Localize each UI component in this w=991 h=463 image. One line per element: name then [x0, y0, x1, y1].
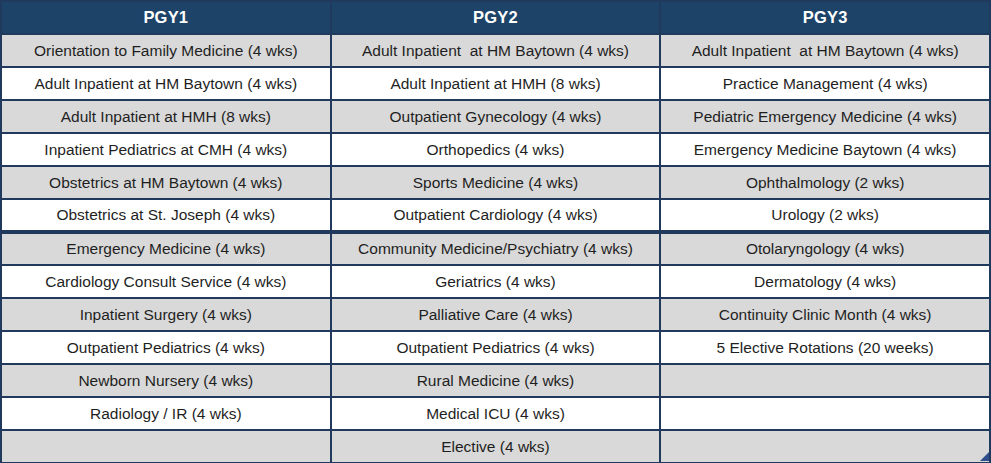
table-row: Obstetrics at St. Joseph (4 wks)Outpatie…: [1, 199, 990, 232]
table-row: Elective (4 wks): [1, 430, 990, 463]
table-cell: [1, 430, 331, 463]
table-cell: Orthopedics (4 wks): [331, 133, 661, 166]
table-cell: Cardiology Consult Service (4 wks): [1, 265, 331, 298]
table-row: Inpatient Pediatrics at CMH (4 wks)Ortho…: [1, 133, 990, 166]
header-cell-pgy2: PGY2: [331, 1, 661, 34]
table-row: Orientation to Family Medicine (4 wks)Ad…: [1, 34, 990, 67]
table-cell: Obstetrics at St. Joseph (4 wks): [1, 199, 331, 232]
table-cell: Practice Management (4 wks): [660, 67, 990, 100]
table-row: Cardiology Consult Service (4 wks)Geriat…: [1, 265, 990, 298]
table-cell: Radiology / IR (4 wks): [1, 397, 331, 430]
table-cell: Obstetrics at HM Baytown (4 wks): [1, 166, 331, 199]
table-cell: [660, 364, 990, 397]
table-cell: Outpatient Pediatrics (4 wks): [1, 331, 331, 364]
table-cell: Pediatric Emergency Medicine (4 wks): [660, 100, 990, 133]
table-cell: Elective (4 wks): [331, 430, 661, 463]
table-cell: Outpatient Cardiology (4 wks): [331, 199, 661, 232]
table-cell: Outpatient Pediatrics (4 wks): [331, 331, 661, 364]
table-cell: Orientation to Family Medicine (4 wks): [1, 34, 331, 67]
table-row: Newborn Nursery (4 wks)Rural Medicine (4…: [1, 364, 990, 397]
table-cell: Inpatient Pediatrics at CMH (4 wks): [1, 133, 331, 166]
table-body: Orientation to Family Medicine (4 wks)Ad…: [1, 34, 990, 463]
header-cell-pgy1: PGY1: [1, 1, 331, 34]
table-cell: Inpatient Surgery (4 wks): [1, 298, 331, 331]
table-cell: Urology (2 wks): [660, 199, 990, 232]
table-cell: Continuity Clinic Month (4 wks): [660, 298, 990, 331]
table-cell: Medical ICU (4 wks): [331, 397, 661, 430]
rotation-table: PGY1PGY2PGY3 Orientation to Family Medic…: [0, 0, 991, 463]
table-row: Radiology / IR (4 wks)Medical ICU (4 wks…: [1, 397, 990, 430]
resize-handle-icon: [980, 452, 989, 461]
table-cell: [660, 430, 990, 463]
table-row: Outpatient Pediatrics (4 wks)Outpatient …: [1, 331, 990, 364]
header-cell-pgy3: PGY3: [660, 1, 990, 34]
table-header: PGY1PGY2PGY3: [1, 1, 990, 34]
table-cell: [660, 397, 990, 430]
table-cell: Palliative Care (4 wks): [331, 298, 661, 331]
table-cell: Ophthalmology (2 wks): [660, 166, 990, 199]
table-cell: Community Medicine/Psychiatry (4 wks): [331, 232, 661, 265]
header-row: PGY1PGY2PGY3: [1, 1, 990, 34]
table-cell: Newborn Nursery (4 wks): [1, 364, 331, 397]
table-cell: Adult Inpatient at HM Baytown (4 wks): [331, 34, 661, 67]
table-cell: Sports Medicine (4 wks): [331, 166, 661, 199]
table-cell: Emergency Medicine Baytown (4 wks): [660, 133, 990, 166]
table-row: Adult Inpatient at HMH (8 wks)Outpatient…: [1, 100, 990, 133]
table-cell: Adult Inpatient at HMH (8 wks): [1, 100, 331, 133]
table-cell: Adult Inpatient at HM Baytown (4 wks): [660, 34, 990, 67]
table-row: Obstetrics at HM Baytown (4 wks)Sports M…: [1, 166, 990, 199]
table-cell: 5 Elective Rotations (20 weeks): [660, 331, 990, 364]
table-row: Emergency Medicine (4 wks)Community Medi…: [1, 232, 990, 265]
residency-rotation-schedule: PGY1PGY2PGY3 Orientation to Family Medic…: [0, 0, 991, 463]
table-cell: Outpatient Gynecology (4 wks): [331, 100, 661, 133]
table-cell: Adult Inpatient at HMH (8 wks): [331, 67, 661, 100]
table-cell: Otolaryngology (4 wks): [660, 232, 990, 265]
table-row: Inpatient Surgery (4 wks)Palliative Care…: [1, 298, 990, 331]
table-cell: Adult Inpatient at HM Baytown (4 wks): [1, 67, 331, 100]
table-cell: Emergency Medicine (4 wks): [1, 232, 331, 265]
table-cell: Geriatrics (4 wks): [331, 265, 661, 298]
table-cell: Rural Medicine (4 wks): [331, 364, 661, 397]
table-row: Adult Inpatient at HM Baytown (4 wks)Adu…: [1, 67, 990, 100]
table-cell: Dermatology (4 wks): [660, 265, 990, 298]
